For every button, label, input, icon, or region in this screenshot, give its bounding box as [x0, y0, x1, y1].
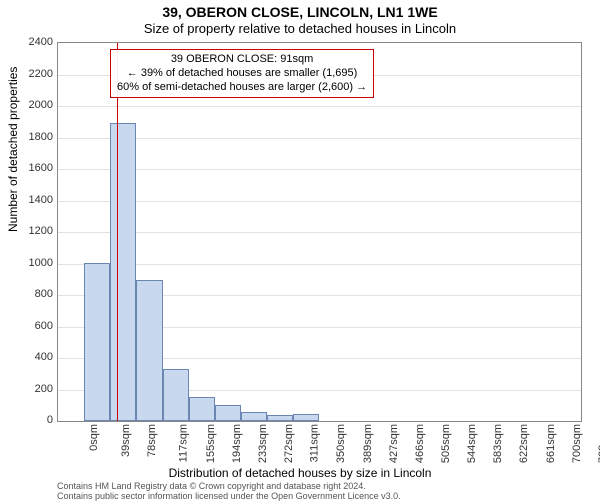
- y-tick-label: 1400: [13, 194, 53, 206]
- x-tick-label: 272sqm: [283, 424, 295, 463]
- y-tick-label: 2200: [13, 68, 53, 80]
- x-tick-label: 155sqm: [205, 424, 217, 463]
- y-tick-label: 200: [13, 383, 53, 395]
- x-tick-label: 700sqm: [571, 424, 583, 463]
- x-tick-label: 583sqm: [492, 424, 504, 463]
- y-tick-label: 1600: [13, 162, 53, 174]
- x-tick-label: 117sqm: [178, 424, 190, 462]
- gridline: [58, 138, 581, 139]
- x-tick-label: 39sqm: [120, 424, 132, 457]
- footer-line-2: Contains public sector information licen…: [57, 492, 401, 502]
- page-title-1: 39, OBERON CLOSE, LINCOLN, LN1 1WE: [0, 4, 600, 20]
- gridline: [58, 232, 581, 233]
- histogram-bar: [163, 369, 189, 421]
- y-tick-label: 400: [13, 351, 53, 363]
- x-tick-label: 311sqm: [309, 424, 321, 462]
- histogram-bar: [241, 412, 267, 421]
- annotation-line-2: ← 39% of detached houses are smaller (1,…: [117, 67, 367, 81]
- x-axis-label: Distribution of detached houses by size …: [0, 466, 600, 480]
- y-tick-label: 800: [13, 288, 53, 300]
- x-tick-label: 194sqm: [231, 424, 243, 463]
- x-tick-label: 427sqm: [388, 424, 400, 463]
- histogram-bar: [110, 123, 136, 421]
- histogram-bar: [267, 415, 293, 421]
- x-tick-label: 466sqm: [414, 424, 426, 463]
- marker-line: [117, 43, 118, 421]
- chart-plot-area: 39 OBERON CLOSE: 91sqm ← 39% of detached…: [57, 42, 582, 422]
- annotation-box: 39 OBERON CLOSE: 91sqm ← 39% of detached…: [110, 49, 374, 98]
- y-tick-label: 600: [13, 320, 53, 332]
- x-tick-label: 622sqm: [519, 424, 531, 463]
- annotation-line-3: 60% of semi-detached houses are larger (…: [117, 81, 367, 95]
- histogram-bar: [215, 405, 241, 421]
- gridline: [58, 201, 581, 202]
- histogram-bar: [293, 414, 319, 421]
- x-tick-label: 350sqm: [335, 424, 347, 463]
- histogram-bar: [136, 280, 162, 421]
- x-tick-label: 0sqm: [88, 424, 100, 451]
- y-tick-label: 2000: [13, 99, 53, 111]
- x-tick-label: 78sqm: [146, 424, 158, 457]
- gridline: [58, 264, 581, 265]
- page-title-2: Size of property relative to detached ho…: [0, 21, 600, 36]
- x-tick-label: 661sqm: [545, 424, 557, 463]
- y-axis-label: Number of detached properties: [6, 67, 20, 232]
- x-tick-label: 544sqm: [466, 424, 478, 463]
- x-tick-label: 389sqm: [362, 424, 374, 463]
- footer-attribution: Contains HM Land Registry data © Crown c…: [57, 482, 401, 502]
- y-tick-label: 1200: [13, 225, 53, 237]
- annotation-line-1: 39 OBERON CLOSE: 91sqm: [117, 53, 367, 67]
- y-tick-label: 0: [13, 414, 53, 426]
- x-tick-label: 505sqm: [440, 424, 452, 463]
- x-tick-label: 233sqm: [257, 424, 269, 463]
- y-tick-label: 1000: [13, 257, 53, 269]
- y-tick-label: 1800: [13, 131, 53, 143]
- gridline: [58, 106, 581, 107]
- y-tick-label: 2400: [13, 36, 53, 48]
- histogram-bar: [84, 263, 110, 421]
- histogram-bar: [189, 397, 215, 421]
- gridline: [58, 169, 581, 170]
